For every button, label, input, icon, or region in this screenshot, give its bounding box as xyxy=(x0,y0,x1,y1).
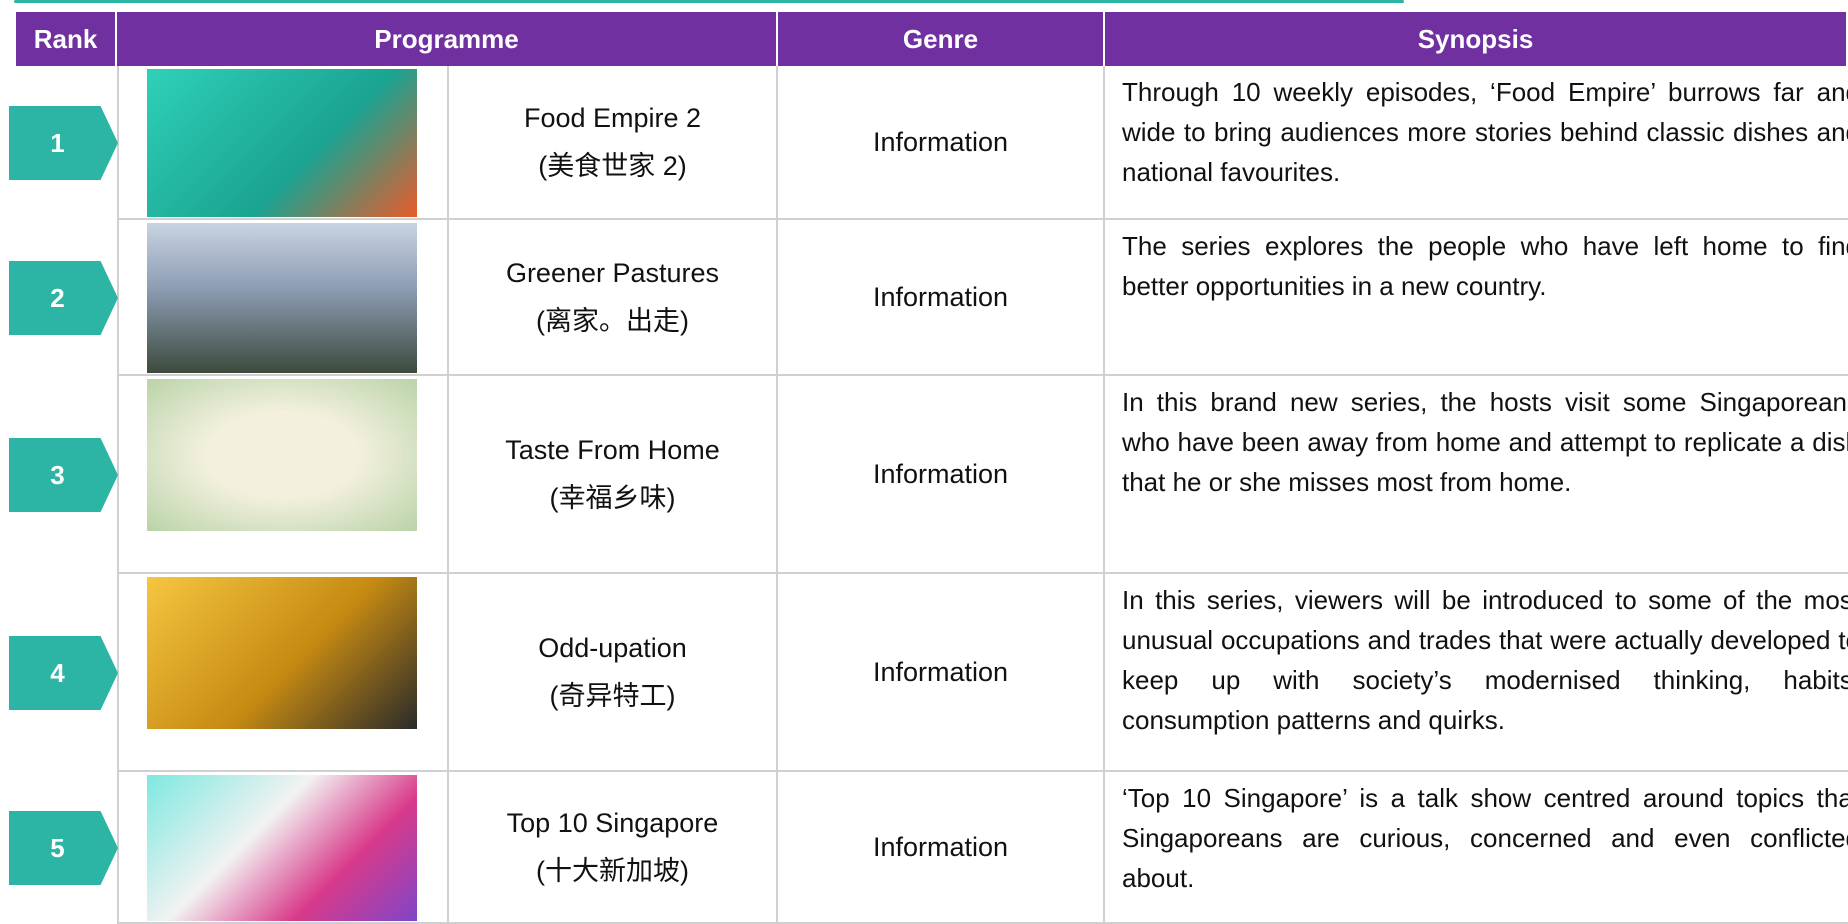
synopsis-cell: The series explores the people who have … xyxy=(1105,220,1848,376)
programme-title: Food Empire 2 xyxy=(523,103,702,133)
header-cell: Rank xyxy=(16,12,117,66)
synopsis-text: ‘Top 10 Singapore’ is a talk show centre… xyxy=(1122,783,1848,893)
programme-title-cell: Taste From Home (幸福乡味) xyxy=(449,376,778,574)
synopsis-cell: In this series, viewers will be introduc… xyxy=(1105,574,1848,772)
programme-title: Top 10 Singapore xyxy=(506,808,719,838)
programme-thumbnail xyxy=(147,577,417,729)
top-rule xyxy=(14,0,1404,3)
synopsis-text: In this brand new series, the hosts visi… xyxy=(1122,387,1848,497)
image-cell xyxy=(117,376,449,574)
header-cell: Synopsis xyxy=(1105,12,1848,66)
programme-title-cell: Food Empire 2 (美食世家 2) xyxy=(449,66,778,220)
programme-thumbnail xyxy=(147,69,417,217)
synopsis-cell: ‘Top 10 Singapore’ is a talk show centre… xyxy=(1105,772,1848,924)
synopsis-cell: Through 10 weekly episodes, ‘Food Empire… xyxy=(1105,66,1848,220)
programme-title: Taste From Home xyxy=(505,435,720,465)
image-cell xyxy=(117,574,449,772)
header-cell: Genre xyxy=(778,12,1105,66)
programme-title: Greener Pastures xyxy=(505,258,720,288)
synopsis-text: In this series, viewers will be introduc… xyxy=(1122,585,1848,735)
programme-chinese-title: (幸福乡味) xyxy=(549,483,676,513)
rank-badge: 3 xyxy=(9,438,118,512)
programme-chinese-title: (美食世家 2) xyxy=(538,151,687,181)
programme-thumbnail xyxy=(147,223,417,373)
rank-badge: 2 xyxy=(9,261,118,335)
rank-badge: 1 xyxy=(9,106,118,180)
header-cell: Programme xyxy=(117,12,778,66)
genre-cell: Information xyxy=(778,574,1105,772)
genre-cell: Information xyxy=(778,220,1105,376)
genre-cell: Information xyxy=(778,772,1105,924)
programme-thumbnail xyxy=(147,379,417,531)
image-cell xyxy=(117,66,449,220)
synopsis-text: The series explores the people who have … xyxy=(1122,231,1848,301)
programme-chinese-title: (十大新加坡) xyxy=(536,856,689,886)
programme-title: Odd-upation xyxy=(538,633,687,663)
programme-thumbnail xyxy=(147,775,417,921)
programme-title-cell: Greener Pastures (离家。出走) xyxy=(449,220,778,376)
image-cell xyxy=(117,220,449,376)
rank-badge: 5 xyxy=(9,811,118,885)
rank-badge: 4 xyxy=(9,636,118,710)
programme-chinese-title: (离家。出走) xyxy=(536,306,689,336)
genre-cell: Information xyxy=(778,66,1105,220)
programme-title-cell: Odd-upation (奇异特工) xyxy=(449,574,778,772)
image-cell xyxy=(117,772,449,924)
synopsis-text: Through 10 weekly episodes, ‘Food Empire… xyxy=(1122,77,1848,187)
genre-cell: Information xyxy=(778,376,1105,574)
synopsis-cell: In this brand new series, the hosts visi… xyxy=(1105,376,1848,574)
programme-chinese-title: (奇异特工) xyxy=(549,681,676,711)
programme-title-cell: Top 10 Singapore (十大新加坡) xyxy=(449,772,778,924)
